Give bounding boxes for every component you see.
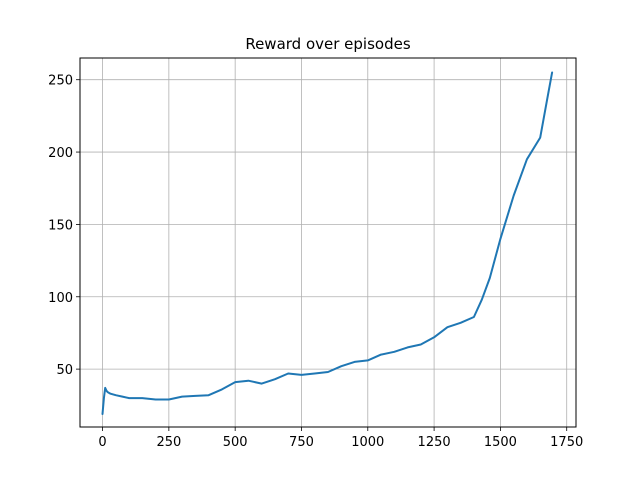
- y-tick-label: 50: [56, 363, 73, 378]
- y-tick-label: 250: [48, 74, 73, 89]
- x-tick-label: 1750: [550, 435, 583, 450]
- reward-series-line: [101, 71, 554, 415]
- y-tick-label: 150: [48, 218, 73, 233]
- x-tick-label: 1000: [351, 435, 384, 450]
- grid-lines: [80, 58, 576, 427]
- plot-frame: [79, 57, 577, 428]
- x-tick-label: 0: [98, 435, 106, 450]
- x-tick-label: 1250: [418, 435, 451, 450]
- axis-ticks: 0 250 500 750 1000 1250 1500 1750 50 100 150 200 250: [48, 74, 583, 450]
- y-tick-label: 200: [48, 146, 73, 161]
- x-tick-label: 250: [156, 435, 181, 450]
- x-tick-label: 500: [223, 435, 248, 450]
- series-layer: [101, 71, 554, 415]
- y-tick-label: 100: [48, 291, 73, 306]
- chart-title: Reward over episodes: [245, 35, 411, 53]
- x-tick-label: 1500: [484, 435, 517, 450]
- x-tick-label: 750: [289, 435, 314, 450]
